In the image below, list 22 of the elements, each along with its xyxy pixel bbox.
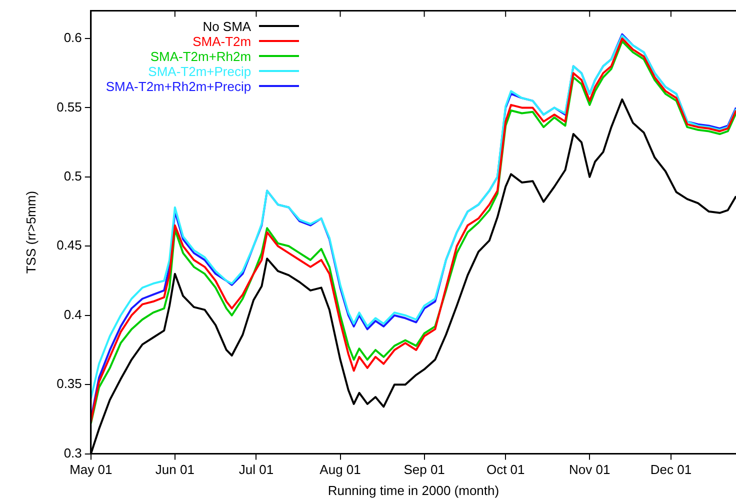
legend-label: SMA-T2m+Rh2m+Precip: [106, 78, 252, 94]
y-tick-label: 0.35: [56, 376, 82, 392]
y-tick-label: 0.55: [56, 99, 82, 114]
x-tick-label: Jun 01: [155, 462, 194, 478]
x-tick-label: Sep 01: [404, 462, 445, 478]
x-tick-label: Jul 01: [238, 462, 274, 478]
legend-label: SMA-T2m: [192, 34, 252, 49]
legend-label: SMA-T2m+Precip: [148, 64, 252, 79]
x-tick-label: Oct 01: [486, 462, 525, 478]
y-tick-label: 0.4: [64, 306, 82, 322]
y-tick-label: 0.5: [64, 168, 82, 184]
x-tick-label: Dec 01: [650, 462, 692, 478]
x-axis-title: Running time in 2000 (month): [328, 482, 500, 498]
legend-label: No SMA: [202, 18, 252, 34]
y-tick-label: 0.45: [56, 238, 82, 253]
y-tick-label: 0.3: [64, 445, 82, 460]
x-tick-label: Aug 01: [320, 462, 361, 478]
x-tick-label: Nov 01: [569, 462, 610, 478]
y-axis-title: TSS (rr>5mm): [23, 190, 38, 274]
x-tick-label: May 01: [70, 462, 112, 478]
y-tick-label: 0.6: [64, 30, 82, 46]
legend-label: SMA-T2m+Rh2m: [150, 48, 252, 64]
